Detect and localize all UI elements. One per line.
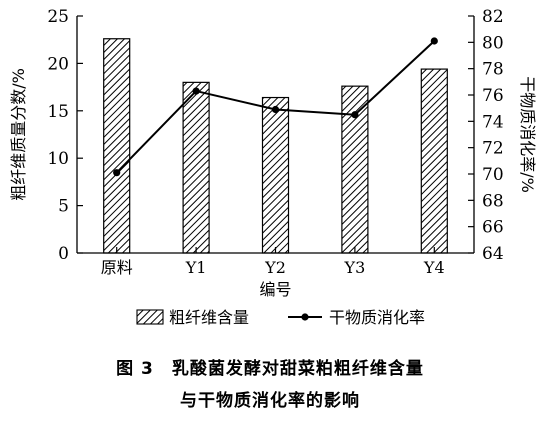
x-tick-label: Y1: [185, 258, 207, 277]
y-right-tick-label: 72: [482, 139, 504, 159]
y-right-tick-label: 80: [482, 33, 504, 53]
bars-group: [103, 38, 448, 254]
y-left-tick-label: 25: [47, 7, 69, 27]
x-tick-label: Y2: [264, 258, 286, 277]
caption-text-1: 乳酸菌发酵对甜菜粕粗纤维含量: [171, 359, 424, 379]
y-left-tick-label: 5: [58, 197, 69, 217]
bar: [182, 81, 210, 254]
legend-line-marker: [301, 313, 309, 321]
chart: 0 5 10 15 20 25 64 66 68 70 72 74 76 78 80 82 原料 Y1 Y2 Y3 Y4…: [9, 7, 537, 327]
x-tick-label: Y4: [423, 258, 445, 277]
y-right-tick-label: 76: [482, 86, 504, 106]
y-right-tick-label: 70: [482, 165, 504, 185]
y-right-tick-label: 82: [482, 7, 504, 27]
x-tick-label: 原料: [101, 258, 133, 277]
axes-group: [76, 15, 475, 254]
y-left-tick-label: 0: [58, 244, 69, 264]
y-left-axis-title: 粗纤维质量分数/%: [9, 68, 28, 201]
bar: [420, 68, 448, 254]
y-right-axis-title: 干物质消化率/%: [518, 76, 537, 193]
y-right-tick-label: 64: [482, 244, 504, 264]
bar: [261, 96, 290, 254]
line-point: [430, 37, 438, 45]
legend-bar-label: 粗纤维含量: [169, 308, 249, 327]
y-left-tick-label: 15: [47, 102, 69, 122]
line-point: [271, 105, 280, 114]
figure-caption-line2: 与干物质消化率的影响: [180, 391, 360, 411]
y-right-tick-label: 66: [482, 218, 504, 238]
y-right-tick-label: 78: [482, 60, 504, 80]
line-point: [351, 111, 359, 119]
y-right-tick-label: 74: [482, 112, 504, 132]
y-right-tick-label: 68: [482, 191, 504, 211]
y-left-tick-label: 20: [47, 54, 69, 74]
line-point: [113, 169, 121, 177]
legend-bar-swatch: [136, 309, 164, 325]
line-point: [192, 87, 200, 95]
line-series-group: [113, 37, 438, 177]
y-left-tick-label: 10: [47, 149, 69, 169]
bar: [103, 38, 131, 254]
figure-number: 图 3: [116, 359, 154, 379]
figure-caption-line1: 图 3 乳酸菌发酵对甜菜粕粗纤维含量: [0, 354, 540, 379]
legend: 粗纤维含量 干物质消化率: [136, 308, 425, 327]
x-axis-title: 编号: [259, 280, 291, 299]
labels-group: 0 5 10 15 20 25 64 66 68 70 72 74 76 78 80 82 原料 Y1 Y2 Y3 Y4…: [9, 7, 537, 299]
x-tick-label: Y3: [344, 258, 366, 277]
legend-line-label: 干物质消化率: [329, 308, 425, 327]
